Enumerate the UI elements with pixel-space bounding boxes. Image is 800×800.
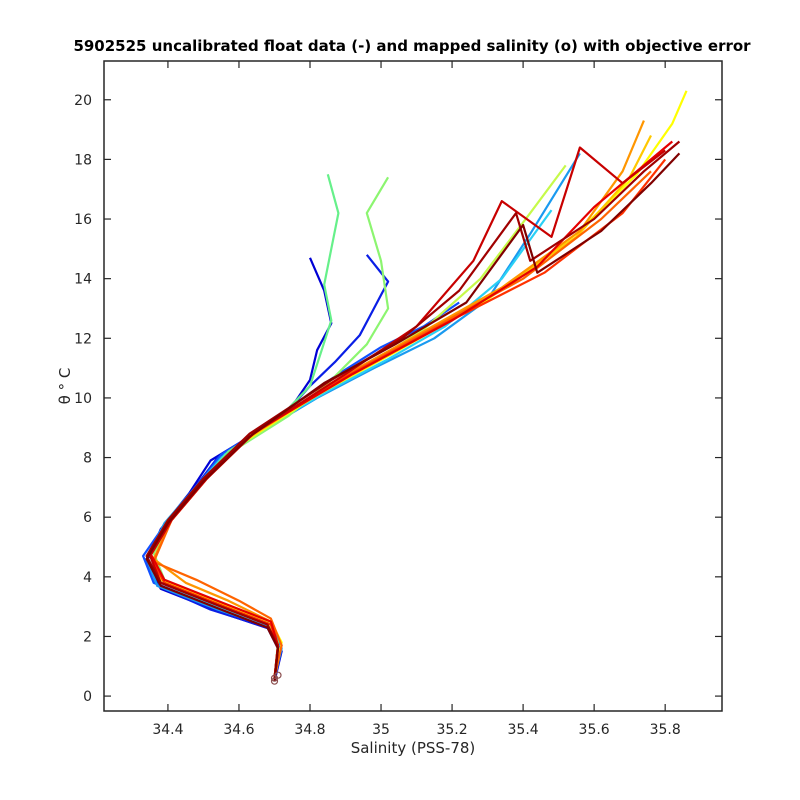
y-tick-label: 20 (74, 93, 92, 109)
profile-line-7 (152, 176, 390, 679)
y-tick-label: 2 (83, 629, 92, 645)
profile-line-17 (145, 152, 681, 682)
profile-line-16 (145, 140, 681, 682)
plot-frame (103, 60, 723, 712)
x-tick-label: 35 (372, 722, 390, 738)
x-tick-label: 34.4 (152, 722, 183, 738)
profile-line-15 (149, 146, 666, 679)
profile-line-14 (149, 140, 674, 679)
y-axis-label: θ ° C (56, 368, 74, 405)
x-tick-label: 35.4 (508, 722, 539, 738)
y-tick-label: 12 (74, 331, 92, 347)
y-tick-label: 8 (83, 451, 92, 467)
y-tick-label: 6 (83, 510, 92, 526)
chart-title: 5902525 uncalibrated float data (-) and … (73, 37, 751, 55)
x-axis-label: Salinity (PSS-78) (351, 739, 476, 757)
y-tick-label: 18 (74, 152, 92, 168)
y-tick-label: 16 (74, 212, 92, 228)
x-tick-label: 35.8 (650, 722, 681, 738)
y-tick-label: 0 (83, 689, 92, 705)
x-tick-label: 35.6 (579, 722, 610, 738)
mapped-point-1 (270, 677, 279, 685)
y-tick-label: 10 (74, 391, 92, 407)
profile-line-2 (145, 254, 390, 679)
y-tick-label: 4 (83, 570, 92, 586)
series-layer (142, 90, 688, 682)
mapped-point-3 (274, 671, 282, 679)
profile-line-9 (149, 90, 688, 679)
mapped-points-layer (270, 671, 282, 685)
x-tick-label: 35.2 (436, 722, 467, 738)
x-tick-label: 34.6 (223, 722, 254, 738)
y-tick-label: 14 (74, 272, 92, 288)
x-tick-label: 34.8 (294, 722, 325, 738)
y-axis: 0 2 4 6 8 10 12 14 16 18 20 (74, 93, 722, 705)
x-axis: 34.4 34.6 34.8 35 35.2 35.4 35.6 35.8 (152, 61, 681, 738)
profile-line-10 (149, 135, 652, 679)
